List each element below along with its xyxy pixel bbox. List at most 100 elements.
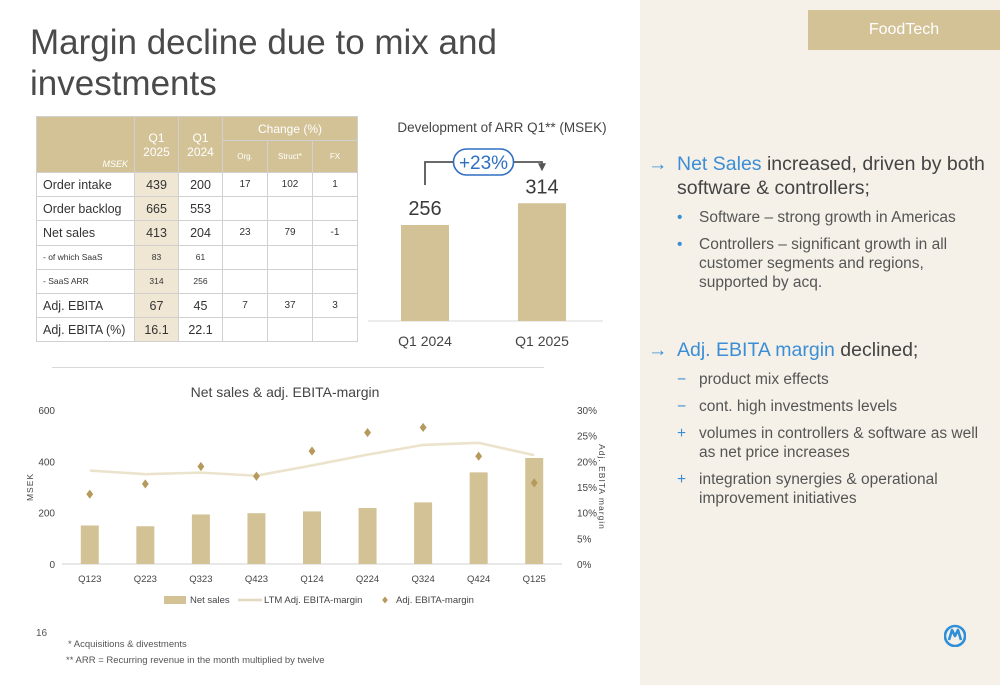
x-tick-label: Q324 — [411, 574, 434, 585]
value-q1-2024: 204 — [178, 220, 223, 246]
change-structural: 37 — [267, 292, 313, 319]
change-organic — [222, 196, 268, 222]
arr-bar — [518, 203, 566, 321]
change-organic: 7 — [222, 292, 268, 319]
header-org: Org. — [222, 140, 268, 173]
y2-tick-label: 30% — [577, 406, 597, 417]
legend-label: LTM Adj. EBITA-margin — [264, 595, 362, 606]
x-tick-label: Q224 — [356, 574, 379, 585]
arr-chart: 256 Q1 2024 314 Q1 2025 +23% — [368, 148, 603, 349]
net-sales-bar — [136, 526, 155, 564]
y2-tick-label: 15% — [577, 483, 597, 494]
page-title: Margin decline due to mix and investment… — [30, 23, 497, 103]
legend-swatch-margin — [382, 596, 388, 604]
value-q1-2025: 665 — [134, 196, 179, 222]
net-sales-bar — [358, 508, 377, 564]
change-organic: 17 — [222, 171, 268, 198]
header-struct: Struct* — [267, 140, 313, 173]
value-q1-2025: 439 — [134, 171, 179, 198]
list-item-text: volumes in controllers & software as wel… — [699, 425, 979, 461]
value-q1-2025: 314 — [134, 268, 179, 294]
x-tick-label: Q223 — [134, 574, 157, 585]
change-fx — [312, 317, 358, 343]
arrow-right-icon: → — [648, 153, 668, 175]
y2-tick-label: 10% — [577, 509, 597, 520]
net-sales-bar — [191, 514, 210, 564]
change-structural: 79 — [267, 220, 313, 246]
change-organic — [222, 268, 268, 294]
net-sales-bar — [525, 457, 544, 564]
change-organic: 23 — [222, 220, 268, 246]
net-sales-bar — [80, 525, 99, 564]
row-label: Net sales — [36, 220, 135, 246]
change-fx — [312, 196, 358, 222]
table-row: Adj. EBITA (%) 16.1 22.1 — [36, 317, 358, 343]
sub-list: − product mix effects − cont. high investme… — [677, 370, 988, 508]
sub-list: • Software – strong growth in Americas • Co… — [677, 208, 988, 292]
main-point-text: Net Sales increased, driven by both soft… — [677, 152, 988, 200]
y-tick-label: 400 — [38, 457, 55, 468]
table-row: Adj. EBITA 67 45 7 37 3 — [36, 292, 358, 319]
arrow-right-icon: → — [648, 339, 668, 361]
change-structural: 102 — [267, 171, 313, 198]
list-item: + integration synergies & operational imp… — [677, 470, 988, 508]
footnote-arr: ** ARR = Recurring revenue in the month … — [66, 655, 325, 666]
value-q1-2024: 61 — [178, 244, 223, 270]
main-point-rest: increased, driven by both software & con… — [677, 153, 985, 199]
x-tick-label: Q123 — [78, 574, 101, 585]
y2-tick-label: 25% — [577, 432, 597, 443]
value-q1-2025: 16.1 — [134, 317, 179, 343]
main-point-text: Adj. EBITA margin declined; — [677, 338, 918, 362]
header-q1-2024: Q1 2024 — [178, 116, 223, 173]
ltm-margin-line — [89, 441, 535, 478]
margin-marker — [197, 461, 205, 472]
bullet-marker: − — [677, 398, 687, 415]
right-panel — [640, 0, 1000, 685]
change-organic — [222, 244, 268, 270]
page-number: 16 — [36, 628, 48, 639]
bullet-marker: • — [677, 209, 683, 226]
value-q1-2024: 200 — [178, 171, 223, 198]
margin-marker — [86, 489, 94, 499]
margin-marker — [308, 446, 316, 456]
y-tick-label: 200 — [38, 509, 55, 520]
arr-value-label: 256 — [408, 198, 441, 220]
value-q1-2025: 413 — [134, 220, 179, 246]
arr-value-label: 314 — [525, 176, 558, 198]
list-item: − cont. high investments levels — [677, 397, 988, 416]
change-organic — [222, 317, 268, 343]
y2-tick-label: 0% — [577, 560, 592, 571]
growth-badge — [452, 148, 515, 176]
unit-header: MSEK — [36, 116, 135, 173]
main-point: → Net Sales increased, driven by both sof… — [648, 152, 988, 200]
change-fx: -1 — [312, 220, 358, 246]
margin-marker — [475, 451, 483, 461]
company-logo-icon — [944, 624, 966, 647]
header-fx: FX — [312, 140, 358, 173]
margin-marker — [141, 479, 149, 489]
value-q1-2024: 45 — [178, 292, 223, 319]
divider — [52, 367, 544, 368]
list-item-text: integration synergies & operational impr… — [699, 471, 938, 507]
table-row: Order backlog 665 553 — [36, 196, 358, 222]
change-fx — [312, 244, 358, 270]
list-item: − product mix effects — [677, 370, 988, 389]
kpi-table: MSEK Q1 2025 Q1 2024 Change (%) Org. Struc… — [36, 116, 358, 343]
net-sales-bar — [303, 511, 321, 564]
y-tick-label: 600 — [38, 406, 55, 417]
x-tick-label: Q423 — [245, 574, 268, 585]
margin-marker — [364, 427, 372, 438]
list-item-text: Software – strong growth in Americas — [699, 209, 956, 226]
y2-tick-label: 5% — [577, 534, 592, 545]
x-tick-label: Q125 — [523, 574, 546, 585]
table-row: Order intake 439 200 17 102 1 — [36, 171, 358, 198]
list-item: • Software – strong growth in Americas — [677, 208, 988, 227]
bullet-marker: + — [677, 471, 687, 488]
growth-label: +23% — [459, 153, 508, 174]
row-label: Order intake — [36, 171, 135, 198]
x-tick-label: Q424 — [467, 574, 490, 585]
margin-marker — [530, 478, 538, 488]
commentary: → Net Sales increased, driven by both sof… — [648, 152, 988, 516]
arr-chart-title: Development of ARR Q1** (MSEK) — [397, 120, 607, 135]
arr-bar — [401, 225, 449, 321]
